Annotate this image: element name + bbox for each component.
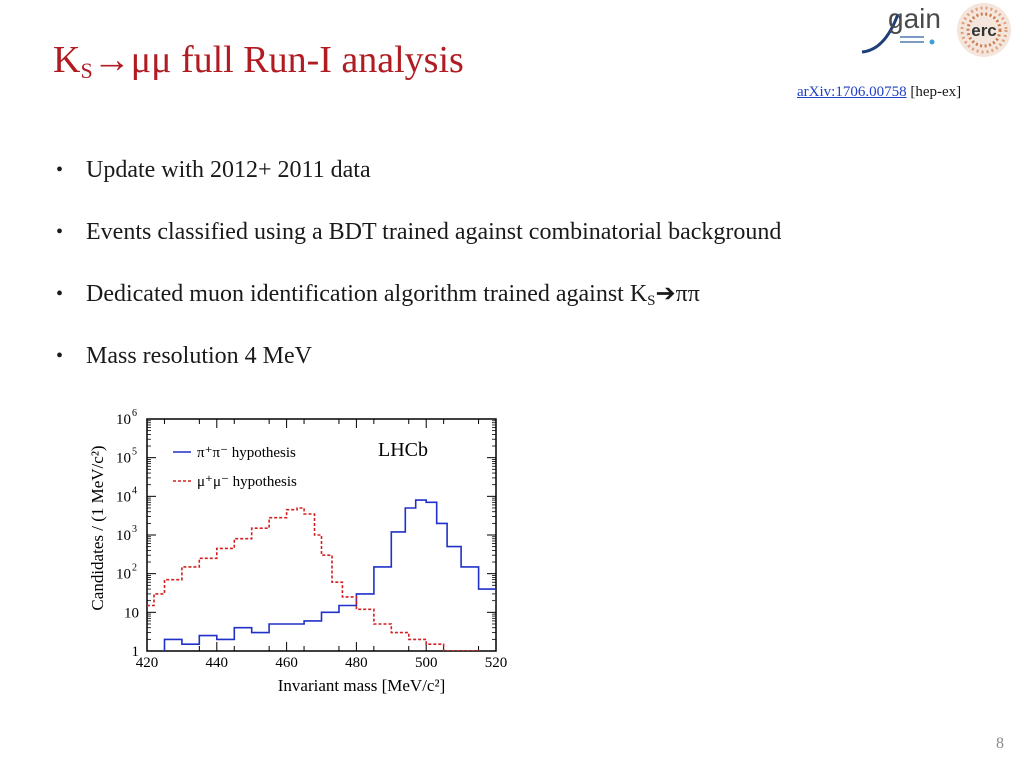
x-tick-label: 420 <box>136 655 159 671</box>
y-tick-exponent: 6 <box>132 408 137 419</box>
erc-logo-text: erc <box>971 21 997 40</box>
bullet-subscript: S <box>647 293 656 309</box>
y-axis-label: Candidates / (1 MeV/c²) <box>88 445 107 610</box>
slide-title: KS→μμ full Run-I analysis <box>53 38 464 84</box>
x-tick-label: 460 <box>275 655 298 671</box>
y-tick-label: 10 <box>116 567 131 583</box>
legend-label-1: μ⁺μ⁻ hypothesis <box>197 474 297 490</box>
bullet-tail: ππ <box>675 281 700 307</box>
x-tick-label: 500 <box>415 655 438 671</box>
bullet-marker: • <box>56 159 64 181</box>
right-arrow-icon: ➔ <box>655 281 676 307</box>
bullet-text: Dedicated muon identification algorithm … <box>86 281 648 307</box>
bullet-text: Events classified using a BDT trained ag… <box>86 219 782 245</box>
gain-erc-logo: erc gain <box>861 3 1011 57</box>
erc-logo: erc <box>957 3 1011 57</box>
bullet-item: • Events classified using a BDT trained a… <box>56 212 781 274</box>
y-tick-exponent: 3 <box>132 524 137 535</box>
y-tick-label: 10 <box>116 528 131 544</box>
y-tick-exponent: 5 <box>132 447 137 458</box>
title-subscript: S <box>80 58 93 83</box>
x-axis-label: Invariant mass [MeV/c²] <box>278 676 446 695</box>
y-tick-exponent: 4 <box>132 485 137 496</box>
y-tick-label: 10 <box>116 451 131 467</box>
y-tick-exponent: 2 <box>132 563 137 574</box>
bullet-item: • Mass resolution 4 MeV <box>56 336 781 398</box>
chart-title: LHCb <box>378 439 428 461</box>
x-tick-label: 440 <box>206 655 229 671</box>
bullet-marker: • <box>56 283 64 305</box>
bullet-text: Mass resolution 4 MeV <box>86 343 312 369</box>
series-line-0 <box>163 499 496 651</box>
title-main: K <box>53 39 81 81</box>
bullet-item: • Update with 2012+ 2011 data <box>56 150 781 212</box>
bullet-text: Update with 2012+ 2011 data <box>86 157 371 183</box>
bullet-marker: • <box>56 345 64 367</box>
bullet-item: • Dedicated muon identification algorithm… <box>56 274 781 336</box>
arxiv-link[interactable]: arXiv:1706.00758 <box>797 84 907 100</box>
arxiv-category: [hep-ex] <box>906 84 962 100</box>
y-tick-label: 1 <box>132 644 140 660</box>
x-tick-label: 480 <box>345 655 368 671</box>
x-tick-label: 520 <box>485 655 508 671</box>
y-tick-label: 10 <box>116 489 131 505</box>
bullet-list: • Update with 2012+ 2011 data • Events cla… <box>56 150 781 398</box>
page-number: 8 <box>996 735 1004 752</box>
legend-label-0: π⁺π⁻ hypothesis <box>197 445 296 461</box>
y-tick-label: 10 <box>124 605 139 621</box>
series-line-1 <box>147 507 480 651</box>
gain-logo: gain <box>861 3 941 54</box>
bullet-marker: • <box>56 221 64 243</box>
arxiv-reference: arXiv:1706.00758 [hep-ex] <box>797 84 961 101</box>
gain-logo-text: gain <box>888 3 941 34</box>
y-tick-label: 10 <box>116 412 131 428</box>
title-rest: →μμ full Run-I analysis <box>92 39 464 81</box>
